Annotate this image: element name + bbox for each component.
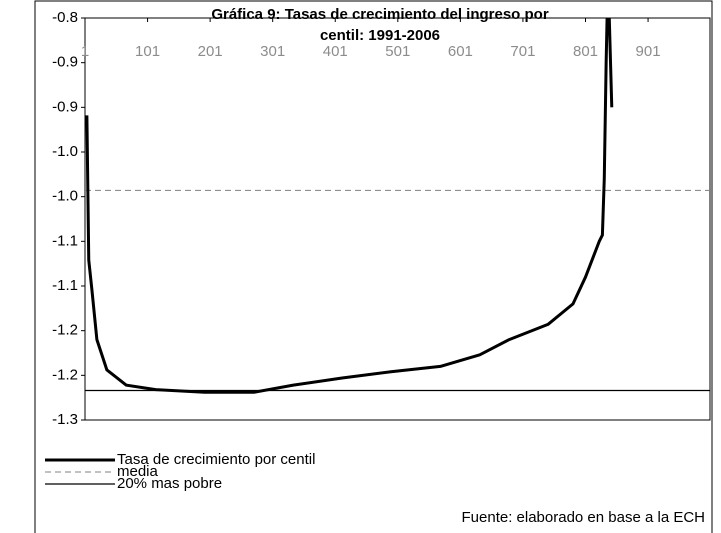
y-tick-label: -0.9: [52, 54, 78, 71]
y-tick-label: -1.1: [52, 232, 78, 249]
legend-label: Tasa de crecimiento por centil: [117, 451, 315, 468]
x-tick-label: 901: [636, 43, 661, 60]
series-line: [85, 18, 614, 394]
chart-title: Gráfica 9: Tasas de crecimiento del ingr…: [211, 6, 549, 23]
x-tick-label: 1: [81, 43, 89, 60]
x-tick-label: 501: [385, 43, 410, 60]
y-tick-label: -1.0: [52, 143, 78, 160]
x-tick-label: 701: [510, 43, 535, 60]
chart-title: centil: 1991-2006: [320, 27, 440, 44]
y-tick-label: -1.2: [52, 322, 78, 339]
y-tick-label: -1.3: [52, 411, 78, 428]
legend-label: media: [117, 463, 159, 480]
source-note: Fuente: elaborado en base a la ECH: [462, 509, 706, 526]
x-tick-label: 801: [573, 43, 598, 60]
y-tick-label: -1.0: [52, 188, 78, 205]
y-tick-label: -1.2: [52, 366, 78, 383]
plot-lines: [85, 18, 710, 394]
y-tick-label: -1.1: [52, 277, 78, 294]
y-tick-label: -0.9: [52, 98, 78, 115]
x-tick-label: 101: [135, 43, 160, 60]
y-tick-label: -0.8: [52, 9, 78, 26]
legend-label: 20% mas pobre: [117, 475, 222, 492]
plot-area: [84, 17, 711, 421]
x-tick-label: 301: [260, 43, 285, 60]
chart-frame: [34, 0, 713, 533]
x-tick-label: 401: [323, 43, 348, 60]
x-tick-label: 601: [448, 43, 473, 60]
x-tick-label: 201: [198, 43, 223, 60]
